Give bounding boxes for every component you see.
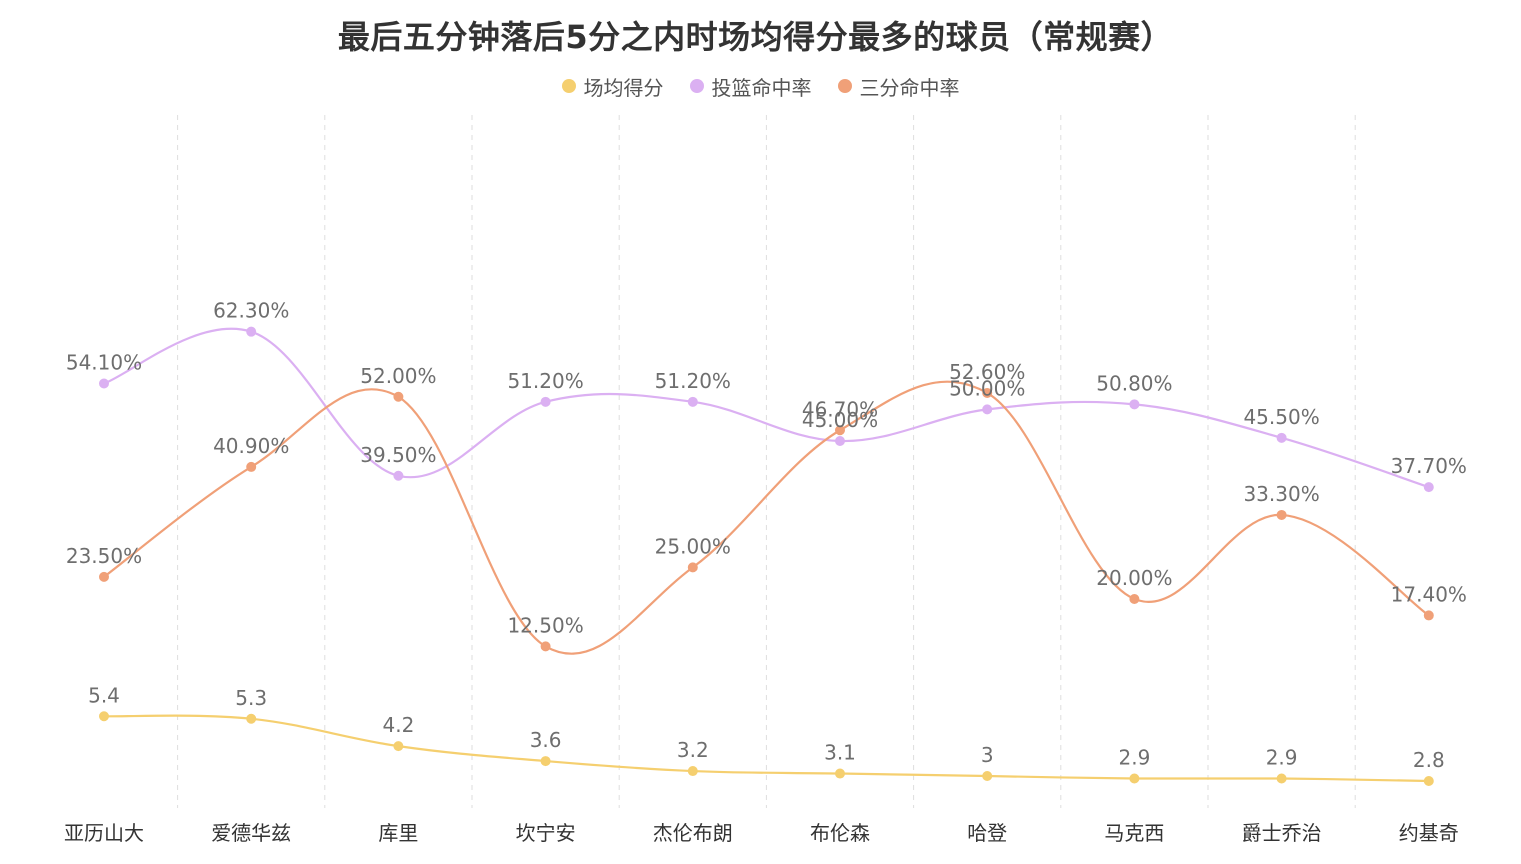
data-point xyxy=(1129,773,1140,784)
data-point xyxy=(1276,509,1287,520)
data-label: 52.00% xyxy=(360,364,436,388)
data-point xyxy=(99,378,109,389)
data-point xyxy=(982,387,993,398)
legend-label: 投篮命中率 xyxy=(711,75,812,100)
data-label: 54.10% xyxy=(66,350,142,374)
legend-item-fg-pct[interactable]: 投篮命中率 xyxy=(689,72,812,101)
data-point xyxy=(835,425,845,436)
x-tick-label: 亚历山大 xyxy=(64,821,144,845)
series-line-0 xyxy=(103,714,1429,783)
data-point xyxy=(540,756,551,767)
data-label: 45.00% xyxy=(802,408,878,432)
data-label: 45.50% xyxy=(1243,405,1319,429)
data-point xyxy=(246,461,257,472)
legend: 场均得分 投篮命中率 三分命中率 xyxy=(0,72,1521,100)
data-point xyxy=(835,436,845,446)
data-points xyxy=(99,326,1434,786)
legend-item-points[interactable]: 场均得分 xyxy=(561,72,664,101)
data-label: 37.70% xyxy=(1391,454,1467,478)
data-label: 40.90% xyxy=(213,434,289,458)
series-lines xyxy=(103,327,1430,783)
x-tick-label: 哈登 xyxy=(967,821,1007,845)
data-point xyxy=(1423,482,1434,493)
legend-dot-icon xyxy=(837,79,852,93)
series-line-2 xyxy=(103,380,1430,655)
data-point xyxy=(835,768,845,779)
data-point xyxy=(99,711,109,722)
legend-dot-icon xyxy=(561,79,576,93)
data-label: 4.2 xyxy=(382,713,414,737)
x-tick-label: 约基奇 xyxy=(1399,821,1459,845)
data-label: 3.2 xyxy=(677,738,709,762)
legend-dot-icon xyxy=(689,79,704,93)
data-point xyxy=(540,396,551,407)
data-point xyxy=(99,571,109,582)
data-label: 2.8 xyxy=(1413,748,1445,772)
data-labels: 5.4 5.3 4.2 3.6 3.2 3.1 3 2.9 2.9 2.8 54.10% 62.30%… xyxy=(66,299,1467,772)
data-point xyxy=(1129,399,1140,410)
data-label: 12.50% xyxy=(507,613,583,637)
data-label: 51.20% xyxy=(655,369,731,393)
x-tick-label: 库里 xyxy=(378,821,418,845)
legend-item-3p-pct[interactable]: 三分命中率 xyxy=(837,72,960,101)
data-label: 2.9 xyxy=(1266,746,1298,770)
data-label: 5.3 xyxy=(235,686,267,710)
data-point xyxy=(1423,776,1434,786)
data-point xyxy=(393,470,404,481)
data-label: 3 xyxy=(981,743,994,767)
x-tick-label: 坎宁安 xyxy=(516,821,576,845)
x-tick-label: 布伦森 xyxy=(810,821,870,845)
x-tick-label: 杰伦布朗 xyxy=(653,821,733,845)
data-point xyxy=(246,326,257,337)
data-point xyxy=(1423,610,1434,621)
data-label: 20.00% xyxy=(1096,566,1172,590)
data-label: 50.00% xyxy=(949,376,1025,400)
data-point xyxy=(687,766,698,777)
x-axis: 亚历山大 爱德华兹 库里 坎宁安 杰伦布朗 布伦森 哈登 马克西 爵士乔治 约基奇 xyxy=(64,821,1459,845)
grid-lines xyxy=(177,115,1356,808)
data-label: 3.1 xyxy=(824,741,856,765)
legend-label: 三分命中率 xyxy=(859,75,960,100)
data-point xyxy=(1276,432,1287,443)
series-line-1 xyxy=(103,327,1430,489)
x-tick-label: 爱德华兹 xyxy=(211,821,291,845)
data-label: 62.30% xyxy=(213,299,289,323)
data-label: 33.30% xyxy=(1243,482,1319,506)
x-tick-label: 马克西 xyxy=(1104,821,1164,845)
legend-label: 场均得分 xyxy=(583,75,664,100)
data-point xyxy=(246,713,257,724)
data-label: 51.20% xyxy=(507,369,583,393)
data-point xyxy=(982,771,993,782)
data-point xyxy=(687,562,698,573)
data-label: 39.50% xyxy=(360,443,436,467)
data-label: 52.60% xyxy=(949,360,1025,384)
data-label: 23.50% xyxy=(66,544,142,568)
data-point xyxy=(540,641,551,652)
data-label: 5.4 xyxy=(88,683,120,707)
data-point xyxy=(1129,594,1140,604)
data-label: 25.00% xyxy=(655,534,731,558)
data-label: 3.6 xyxy=(530,728,562,752)
x-tick-label: 爵士乔治 xyxy=(1242,821,1322,845)
data-point xyxy=(982,404,993,415)
data-point xyxy=(687,396,698,407)
data-point xyxy=(393,391,404,402)
chart-title: 最后五分钟落后5分之内时场均得分最多的球员（常规赛） xyxy=(337,18,1174,56)
data-label: 50.80% xyxy=(1096,371,1172,395)
data-label: 46.70% xyxy=(802,397,878,421)
data-point xyxy=(1276,773,1287,784)
data-point xyxy=(393,741,404,752)
data-label: 2.9 xyxy=(1118,746,1150,770)
data-label: 17.40% xyxy=(1391,582,1467,606)
